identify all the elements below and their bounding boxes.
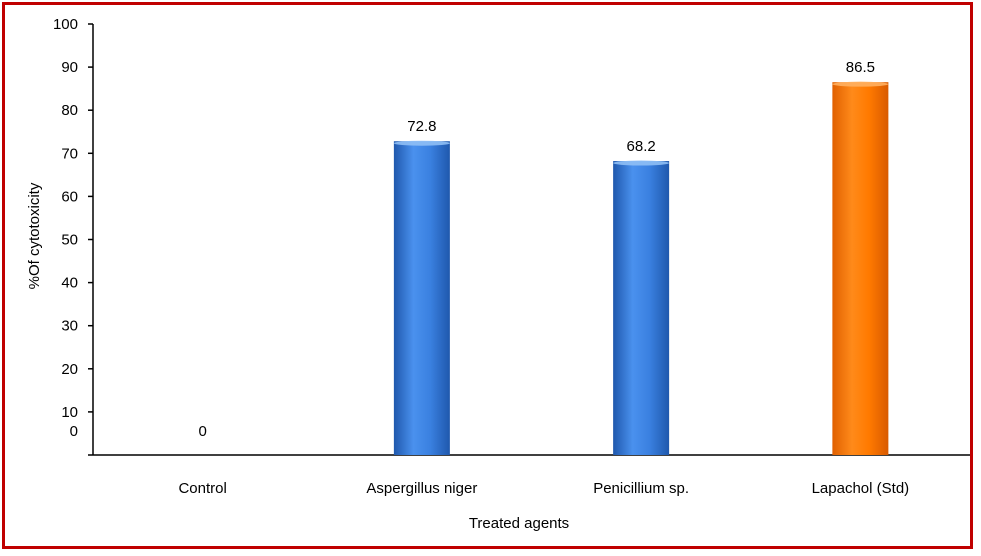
bar	[613, 161, 670, 456]
bar	[393, 141, 450, 455]
y-tick-label: 0	[70, 423, 78, 440]
y-tick-label: 10	[61, 404, 78, 421]
y-tick-label: 90	[61, 59, 78, 76]
y-axis-title: %Of cytotoxicity	[26, 182, 43, 289]
y-tick-label: 60	[61, 188, 78, 205]
x-tick-label: Aspergillus niger	[366, 480, 477, 497]
data-label: 72.8	[407, 118, 436, 135]
plot-area: 0 10 20 30 40 50 60 70 80 90 100 0 Control 72.8 Asperg…	[53, 16, 970, 497]
y-tick-label: 30	[61, 318, 78, 335]
x-tick-label: Control	[178, 480, 226, 497]
y-tick-label: 70	[61, 145, 78, 162]
chart-frame	[2, 2, 973, 549]
bar-top-cap	[613, 160, 670, 166]
y-tick-label: 20	[61, 361, 78, 378]
y-tick-label: 40	[61, 275, 78, 292]
data-label: 86.5	[846, 59, 875, 76]
x-tick-label: Penicillium sp.	[593, 480, 689, 497]
bar	[832, 82, 889, 455]
y-tick-label: 80	[61, 102, 78, 119]
data-label: 0	[198, 423, 206, 440]
x-axis-title: Treated agents	[469, 515, 569, 532]
y-tick-label: 100	[53, 16, 78, 33]
bar-top-cap	[832, 81, 889, 87]
x-tick-label: Lapachol (Std)	[812, 480, 910, 497]
y-tick-label: 50	[61, 232, 78, 249]
bar-top-cap	[393, 140, 450, 146]
data-label: 68.2	[627, 138, 656, 155]
